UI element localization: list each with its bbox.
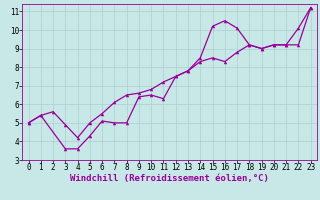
X-axis label: Windchill (Refroidissement éolien,°C): Windchill (Refroidissement éolien,°C): [70, 174, 269, 183]
